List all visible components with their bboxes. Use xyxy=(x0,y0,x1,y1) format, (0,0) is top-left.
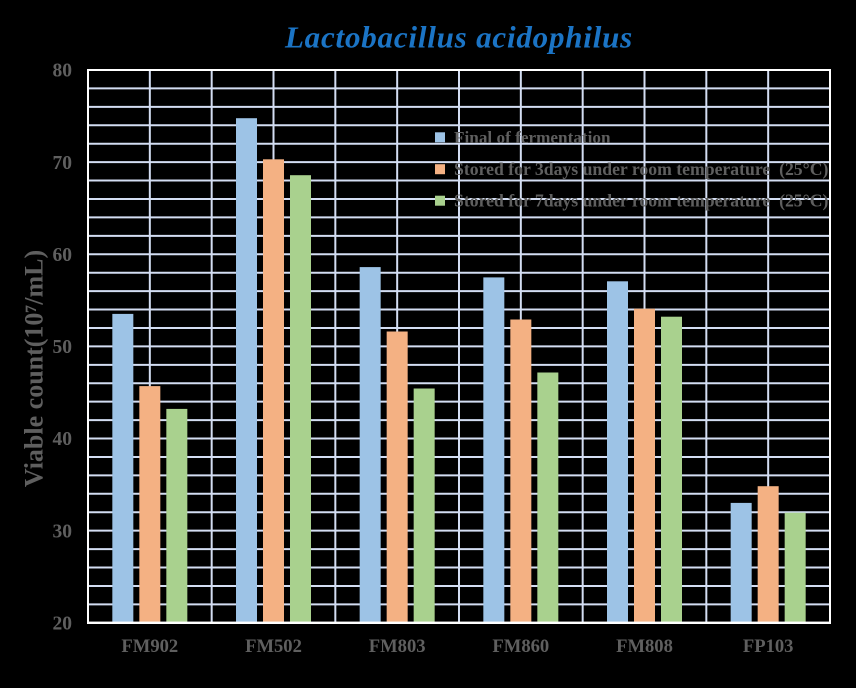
svg-text:Final of fermentation: Final of fermentation xyxy=(454,128,611,147)
svg-text:Lactobacillus acidophilus: Lactobacillus acidophilus xyxy=(284,19,633,54)
svg-text:Stored for 3days under room te: Stored for 3days under room temperature … xyxy=(454,159,828,179)
svg-text:80: 80 xyxy=(53,61,73,82)
svg-text:50: 50 xyxy=(53,337,73,358)
svg-text:FM502: FM502 xyxy=(245,636,302,657)
svg-text:FM803: FM803 xyxy=(369,636,426,657)
svg-text:FM808: FM808 xyxy=(616,636,673,657)
svg-text:70: 70 xyxy=(53,153,73,174)
svg-text:60: 60 xyxy=(53,245,73,266)
svg-text:Stored for 7days under room te: Stored for 7days under room temperature … xyxy=(454,191,828,211)
svg-text:FM902: FM902 xyxy=(121,636,178,657)
svg-text:20: 20 xyxy=(53,613,73,634)
svg-text:30: 30 xyxy=(53,521,73,542)
svg-text:Viable count(10⁷/mL): Viable count(10⁷/mL) xyxy=(20,250,49,487)
svg-text:FP103: FP103 xyxy=(743,636,794,657)
svg-text:FM860: FM860 xyxy=(492,636,549,657)
svg-text:40: 40 xyxy=(53,429,73,450)
